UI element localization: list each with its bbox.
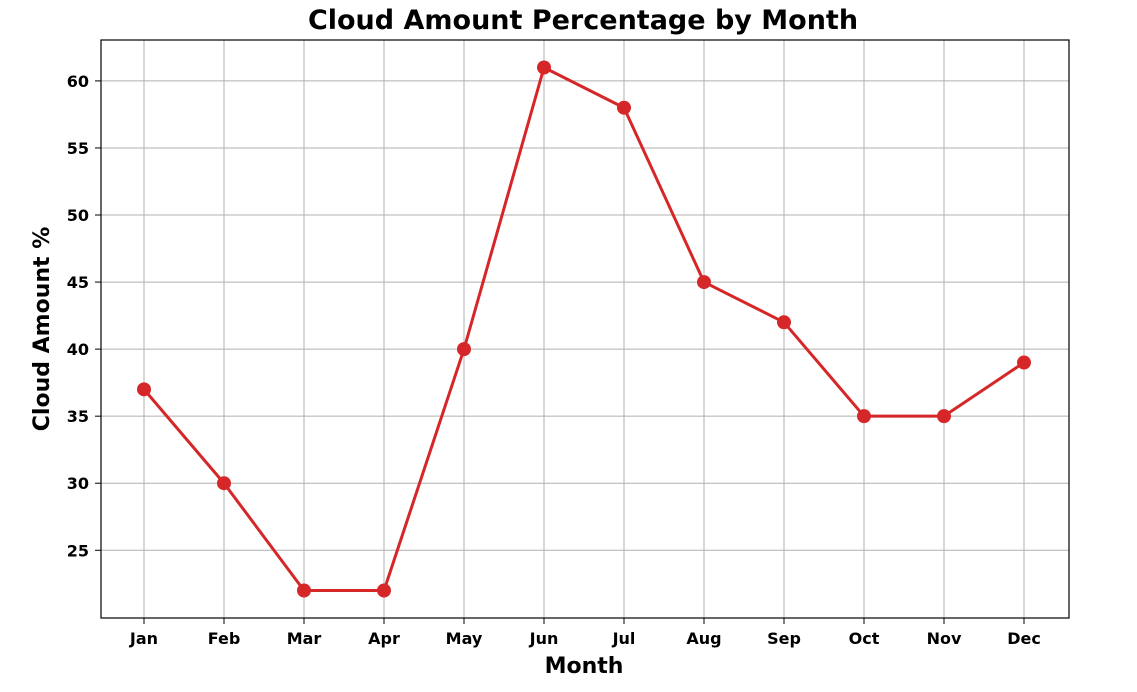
data-point bbox=[697, 275, 711, 290]
data-point bbox=[857, 409, 871, 424]
grid bbox=[101, 40, 1069, 618]
data-point bbox=[377, 583, 391, 598]
x-tick-label: May bbox=[446, 629, 483, 648]
axis-ticks: Jan Feb Mar Apr May Jun Jul Aug Sep Oct Nov Dec 25 30… bbox=[67, 72, 1041, 648]
data-point bbox=[457, 342, 471, 357]
y-tick-label: 25 bbox=[67, 541, 89, 560]
x-tick-label: Sep bbox=[767, 629, 801, 648]
y-tick-label: 60 bbox=[67, 72, 89, 91]
x-tick-label: Oct bbox=[849, 629, 880, 648]
x-tick-label: Jan bbox=[129, 629, 158, 648]
y-tick-label: 55 bbox=[67, 139, 89, 158]
y-tick-label: 50 bbox=[67, 206, 89, 225]
data-point bbox=[297, 583, 311, 598]
y-tick-label: 30 bbox=[67, 474, 89, 493]
x-tick-label: Dec bbox=[1007, 629, 1041, 648]
data-point bbox=[1017, 355, 1031, 370]
x-tick-label: Apr bbox=[368, 629, 400, 648]
chart-title: Cloud Amount Percentage by Month bbox=[308, 5, 858, 36]
data-point bbox=[937, 409, 951, 424]
y-tick-label: 45 bbox=[67, 273, 89, 292]
x-tick-label: Nov bbox=[927, 629, 962, 648]
x-tick-label: Feb bbox=[208, 629, 241, 648]
y-axis-label: Cloud Amount % bbox=[30, 227, 55, 431]
y-tick-label: 35 bbox=[67, 407, 89, 426]
data-point bbox=[537, 60, 551, 75]
x-tick-label: Aug bbox=[686, 629, 721, 648]
x-axis-label: Month bbox=[545, 654, 624, 679]
data-point bbox=[217, 476, 231, 491]
data-point bbox=[617, 100, 631, 115]
data-point bbox=[777, 315, 791, 330]
data-point bbox=[137, 382, 151, 397]
x-tick-label: Mar bbox=[287, 629, 322, 648]
series-line bbox=[142, 65, 1025, 593]
plot-frame bbox=[100, 39, 1070, 619]
series-cloud-amount bbox=[137, 60, 1031, 598]
x-tick-label: Jun bbox=[529, 629, 559, 648]
y-tick-label: 40 bbox=[67, 340, 89, 359]
x-tick-label: Jul bbox=[612, 629, 636, 648]
